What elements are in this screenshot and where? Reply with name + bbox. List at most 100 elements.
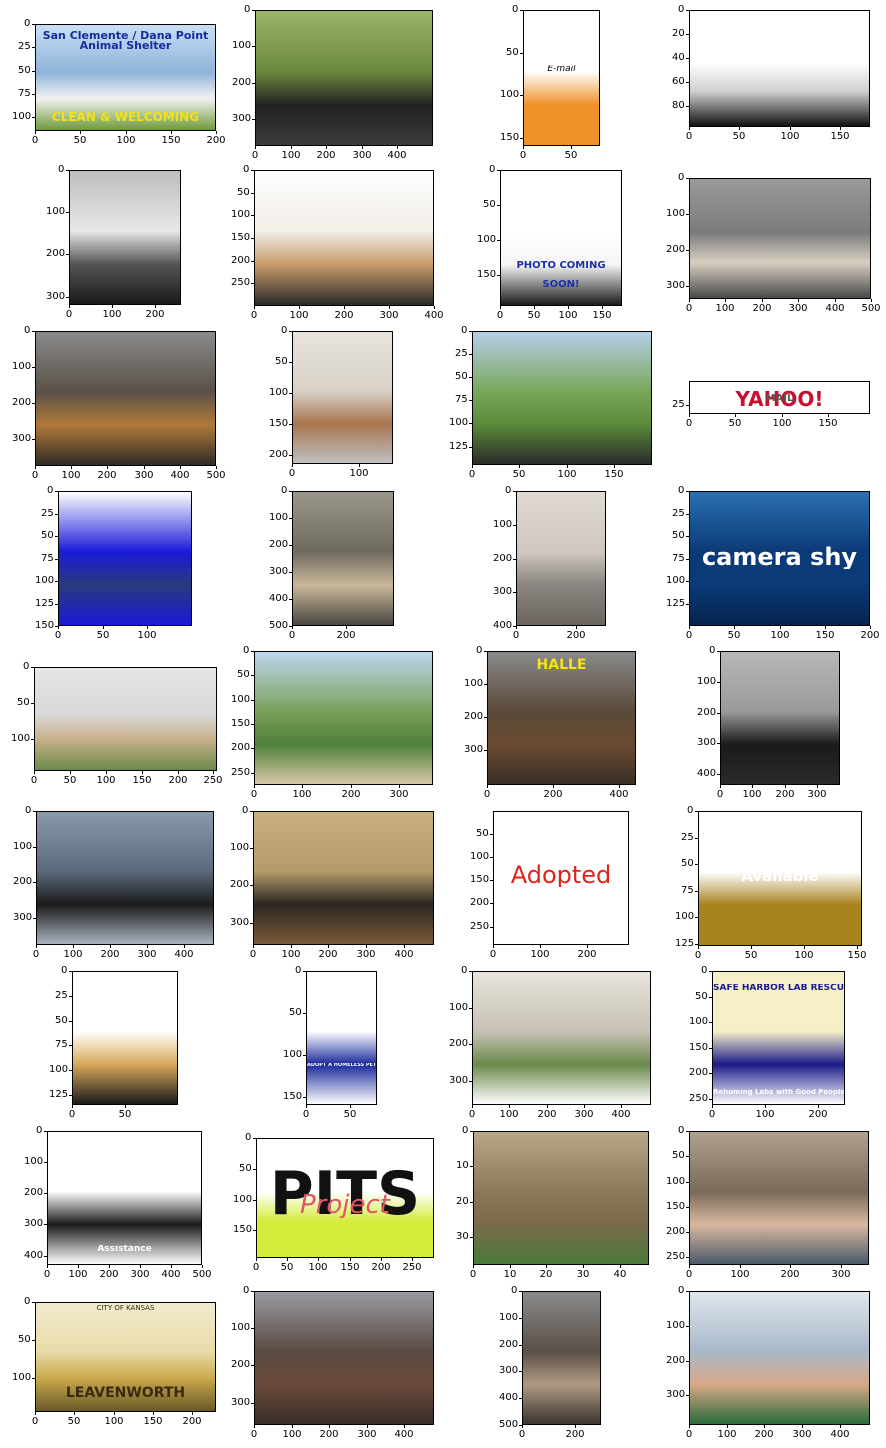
x-tick-mark <box>825 626 826 629</box>
x-tick-label: 500 <box>861 303 881 314</box>
y-tick-label: 300 <box>231 1397 251 1408</box>
x-tick-mark <box>256 1258 257 1261</box>
x-tick-label: 200 <box>168 775 188 786</box>
x-tick-label: 0 <box>685 418 693 429</box>
y-tick-mark <box>686 1182 689 1183</box>
y-tick-mark <box>289 393 292 394</box>
y-tick-mark <box>55 581 58 582</box>
x-tick-mark <box>751 946 752 949</box>
y-tick-mark <box>686 10 689 11</box>
y-tick-mark <box>32 47 35 48</box>
x-tick-mark <box>155 305 156 308</box>
x-tick-mark <box>764 1425 765 1428</box>
x-tick-mark <box>69 305 70 308</box>
y-tick-label: 100 <box>12 111 32 122</box>
y-tick-mark <box>289 424 292 425</box>
x-tick-label: 0 <box>694 950 702 961</box>
image-orange-poodle-email: E-mail <box>523 10 600 146</box>
x-tick-label: 50 <box>67 1416 81 1427</box>
x-tick-mark <box>254 1425 255 1428</box>
y-tick-mark <box>251 193 254 194</box>
image-content <box>70 171 180 304</box>
image-caption-text: Available <box>741 869 819 884</box>
x-tick-mark <box>73 945 74 948</box>
y-tick-label: 100 <box>231 1322 251 1333</box>
y-tick-label: 20 <box>456 1196 469 1207</box>
x-tick-label: 0 <box>252 1262 260 1273</box>
x-tick-label: 300 <box>356 949 376 960</box>
y-tick-label: 25 <box>455 348 468 359</box>
y-tick-mark <box>251 283 254 284</box>
x-tick-mark <box>367 1425 368 1428</box>
y-tick-mark <box>289 331 292 332</box>
image-caption-text: E-mail <box>547 65 576 74</box>
y-tick-mark <box>253 1230 256 1231</box>
y-tick-mark <box>520 10 523 11</box>
y-tick-label: 300 <box>666 1389 686 1400</box>
image-content <box>690 382 869 413</box>
image-caption-text: MAIL <box>765 394 794 404</box>
y-tick-label: 200 <box>12 397 32 408</box>
y-tick-label: 0 <box>281 325 288 336</box>
image-content <box>293 332 392 463</box>
y-tick-label: 50 <box>289 1007 302 1018</box>
x-tick-label: 200 <box>566 630 586 641</box>
y-tick-mark <box>709 997 712 998</box>
x-tick-label: 0 <box>249 949 257 960</box>
x-tick-mark <box>78 1265 79 1268</box>
y-tick-mark <box>32 439 35 440</box>
image-cat-on-floor <box>516 491 606 626</box>
image-content <box>699 812 861 945</box>
y-tick-label: 25 <box>55 990 68 1001</box>
image-caption-text: YAHOO! <box>735 389 824 409</box>
y-tick-label: 100 <box>13 841 33 852</box>
y-tick-label: 100 <box>231 694 251 705</box>
y-tick-mark <box>520 53 523 54</box>
image-content <box>73 972 177 1104</box>
x-tick-label: 100 <box>772 418 792 429</box>
x-tick-label: 150 <box>132 775 152 786</box>
y-tick-mark <box>250 885 253 886</box>
y-tick-label: 250 <box>470 921 490 932</box>
y-tick-label: 200 <box>666 1226 686 1237</box>
y-tick-label: 100 <box>477 234 497 245</box>
image-tick-on-fingers <box>689 1131 869 1265</box>
y-tick-mark <box>251 1365 254 1366</box>
x-tick-label: 150 <box>830 131 850 142</box>
y-tick-label: 0 <box>678 4 685 15</box>
image-pixelated-fence <box>473 1131 649 1265</box>
y-tick-mark <box>686 514 689 515</box>
y-tick-mark <box>686 604 689 605</box>
y-tick-mark <box>250 811 253 812</box>
x-tick-mark <box>740 1265 741 1268</box>
y-tick-label: 50 <box>672 530 685 541</box>
x-tick-mark <box>734 626 735 629</box>
y-tick-mark <box>32 1302 35 1303</box>
image-content <box>501 171 621 305</box>
x-tick-mark <box>689 127 690 130</box>
y-tick-label: 80 <box>672 100 685 111</box>
x-tick-label: 100 <box>289 310 309 321</box>
y-tick-mark <box>251 215 254 216</box>
image-fluffy-dog-in-pen <box>292 491 394 626</box>
x-tick-label: 0 <box>716 789 724 800</box>
x-tick-mark <box>802 1425 803 1428</box>
x-tick-mark <box>762 299 763 302</box>
x-tick-mark <box>350 1258 351 1261</box>
y-tick-mark <box>44 1193 47 1194</box>
y-tick-mark <box>709 971 712 972</box>
x-tick-mark <box>689 1425 690 1428</box>
x-tick-label: 300 <box>379 310 399 321</box>
y-tick-mark <box>289 572 292 573</box>
y-tick-mark <box>709 1073 712 1074</box>
y-tick-mark <box>686 58 689 59</box>
y-tick-mark <box>289 599 292 600</box>
image-content <box>48 1132 201 1264</box>
y-tick-label: 20 <box>672 28 685 39</box>
x-tick-label: 100 <box>116 135 136 146</box>
y-tick-label: 50 <box>506 47 519 58</box>
y-tick-mark <box>69 996 72 997</box>
x-tick-mark <box>192 1412 193 1415</box>
x-tick-label: 50 <box>732 131 746 142</box>
